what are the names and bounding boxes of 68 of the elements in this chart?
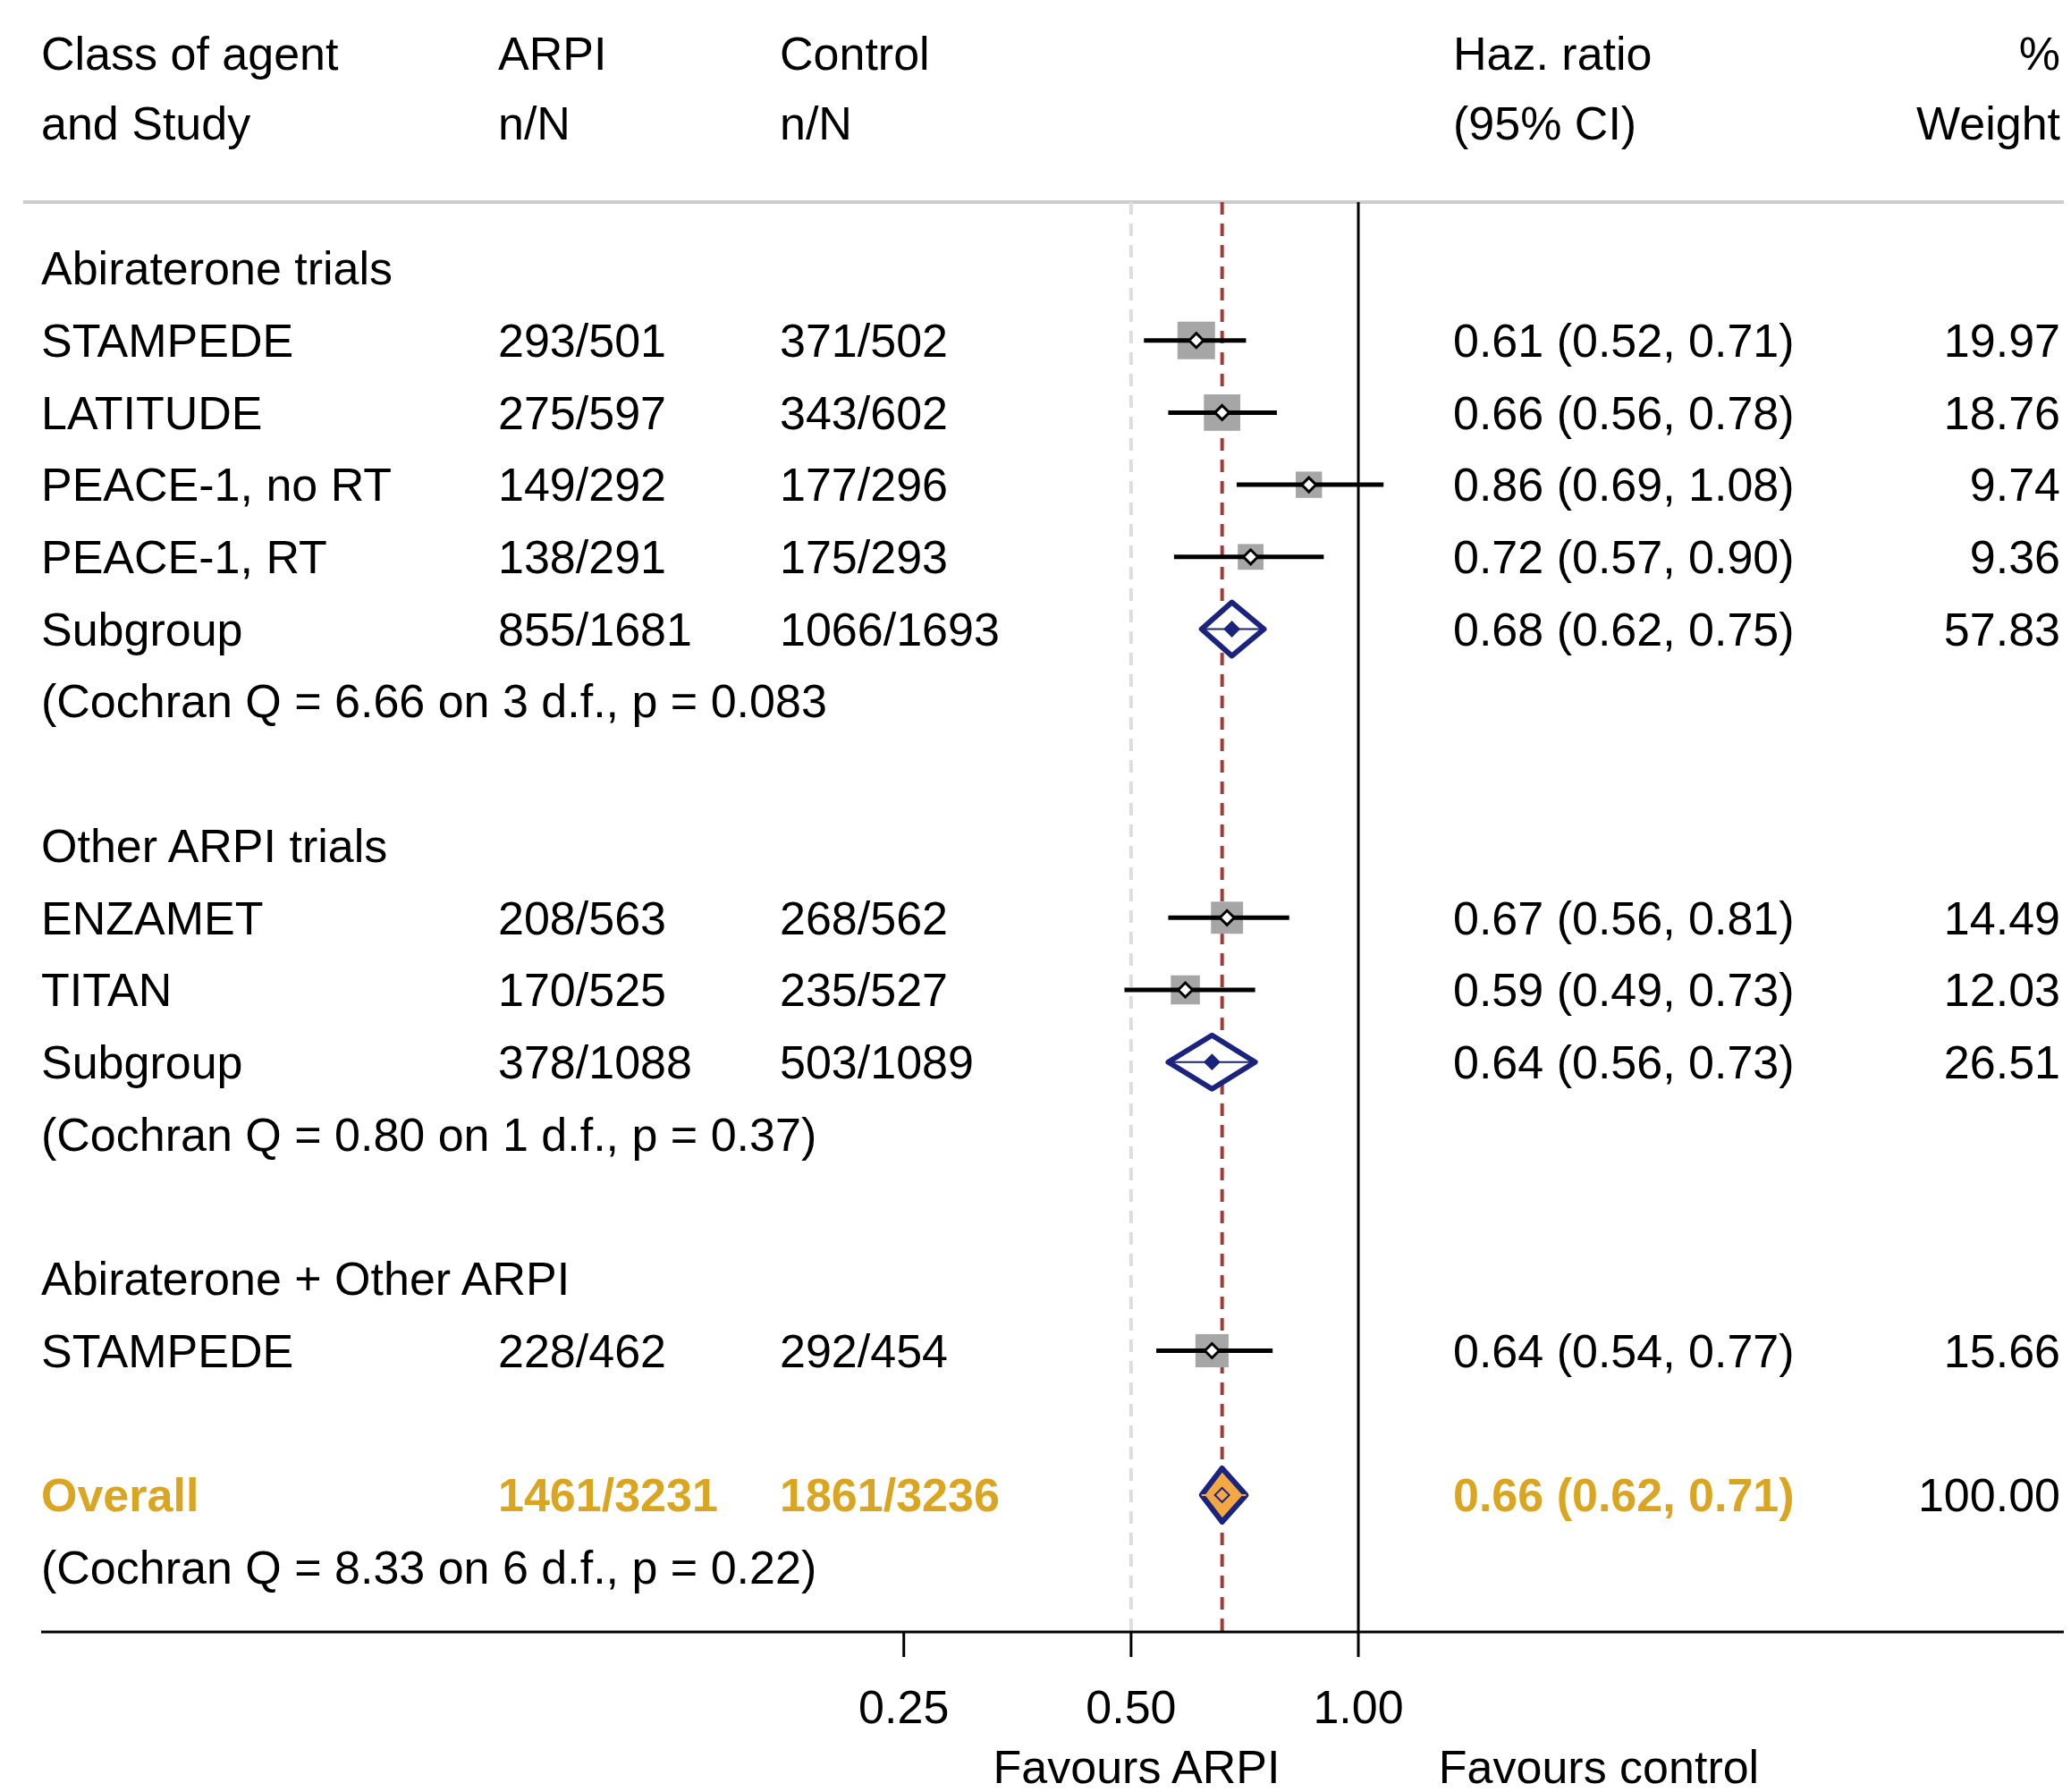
text: 1461/3231 xyxy=(498,1469,718,1522)
y-tick-label: LATITUDE xyxy=(41,386,263,439)
text: 293/501 xyxy=(498,314,666,367)
text: 57.83 xyxy=(1943,603,2060,655)
text: % Weight xyxy=(1916,28,2061,150)
y-tick-label: Subgroup xyxy=(41,1035,243,1088)
text: 0.72 (0.57, 0.90) xyxy=(1453,531,1795,583)
text: 0.64 (0.56, 0.73) xyxy=(1453,1035,1795,1088)
y-tick-label: (Cochran Q = 8.33 on 6 d.f., p = 0.22) xyxy=(41,1541,817,1593)
text: 149/292 xyxy=(498,459,666,511)
text: 0.59 (0.49, 0.73) xyxy=(1453,964,1795,1017)
point xyxy=(1204,1053,1221,1070)
x-tick-label: 1.00 xyxy=(1313,1681,1404,1734)
point xyxy=(1223,621,1240,638)
x-tick-label: 0.25 xyxy=(858,1681,950,1734)
text: 228/462 xyxy=(498,1324,666,1377)
y-tick-label: Subgroup xyxy=(41,603,243,655)
text: 100.00 xyxy=(1917,1469,2060,1522)
text: 177/296 xyxy=(780,459,948,511)
text: 0.86 (0.69, 1.08) xyxy=(1453,459,1795,511)
y-tick-label: Other ARPI trials xyxy=(41,819,388,872)
text: 343/602 xyxy=(780,386,948,439)
text: 0.66 (0.62, 0.71) xyxy=(1453,1469,1795,1522)
text: 0.64 (0.54, 0.77) xyxy=(1453,1324,1795,1377)
text: 14.49 xyxy=(1943,892,2060,944)
y-tick-label: STAMPEDE xyxy=(41,1324,294,1377)
text: Favours ARPI xyxy=(993,1741,1281,1792)
text: Haz. ratio (95% CI) xyxy=(1453,28,1653,150)
text: 378/1088 xyxy=(498,1035,692,1088)
text: 0.61 (0.52, 0.71) xyxy=(1453,314,1795,367)
text: 19.97 xyxy=(1943,314,2060,367)
text: 0.66 (0.56, 0.78) xyxy=(1453,386,1795,439)
text: 503/1089 xyxy=(780,1035,974,1088)
text: 12.03 xyxy=(1943,964,2060,1017)
y-tick-label: Abiraterone + Other ARPI xyxy=(41,1253,571,1305)
y-tick-label: PEACE-1, no RT xyxy=(41,459,393,511)
y-tick-label: Overall xyxy=(41,1469,199,1522)
text: 9.74 xyxy=(1969,459,2060,511)
y-axis-title: Class of agent and Study xyxy=(41,28,339,150)
y-tick-label: STAMPEDE xyxy=(41,314,294,367)
y-tick-label: (Cochran Q = 6.66 on 3 d.f., p = 0.083 xyxy=(41,675,827,728)
y-tick-label: TITAN xyxy=(41,964,173,1017)
text: Favours control xyxy=(1438,1741,1760,1792)
x-tick-label: 0.50 xyxy=(1086,1681,1177,1734)
text: 15.66 xyxy=(1943,1324,2060,1377)
text: 235/527 xyxy=(780,964,948,1017)
text: 371/502 xyxy=(780,314,948,367)
text: 0.68 (0.62, 0.75) xyxy=(1453,603,1795,655)
text: 855/1681 xyxy=(498,603,692,655)
text: 26.51 xyxy=(1943,1035,2060,1088)
y-tick-label: (Cochran Q = 0.80 on 1 d.f., p = 0.37) xyxy=(41,1108,817,1161)
text: 0.67 (0.56, 0.81) xyxy=(1453,892,1795,944)
text: Control n/N xyxy=(780,28,930,150)
text: 175/293 xyxy=(780,531,948,583)
y-tick-label: PEACE-1, RT xyxy=(41,531,327,583)
text: 268/562 xyxy=(780,892,948,944)
y-tick-label: ENZAMET xyxy=(41,892,264,944)
text: 292/454 xyxy=(780,1324,948,1377)
text: 208/563 xyxy=(498,892,666,944)
text: 9.36 xyxy=(1969,531,2060,583)
text: 18.76 xyxy=(1943,386,2060,439)
text: 1066/1693 xyxy=(780,603,1000,655)
text: 275/597 xyxy=(498,386,666,439)
text: 138/291 xyxy=(498,531,666,583)
text: 170/525 xyxy=(498,964,666,1017)
text: 1861/3236 xyxy=(780,1469,1000,1522)
y-tick-label: Abiraterone trials xyxy=(41,242,393,295)
text: ARPI n/N xyxy=(498,28,607,150)
